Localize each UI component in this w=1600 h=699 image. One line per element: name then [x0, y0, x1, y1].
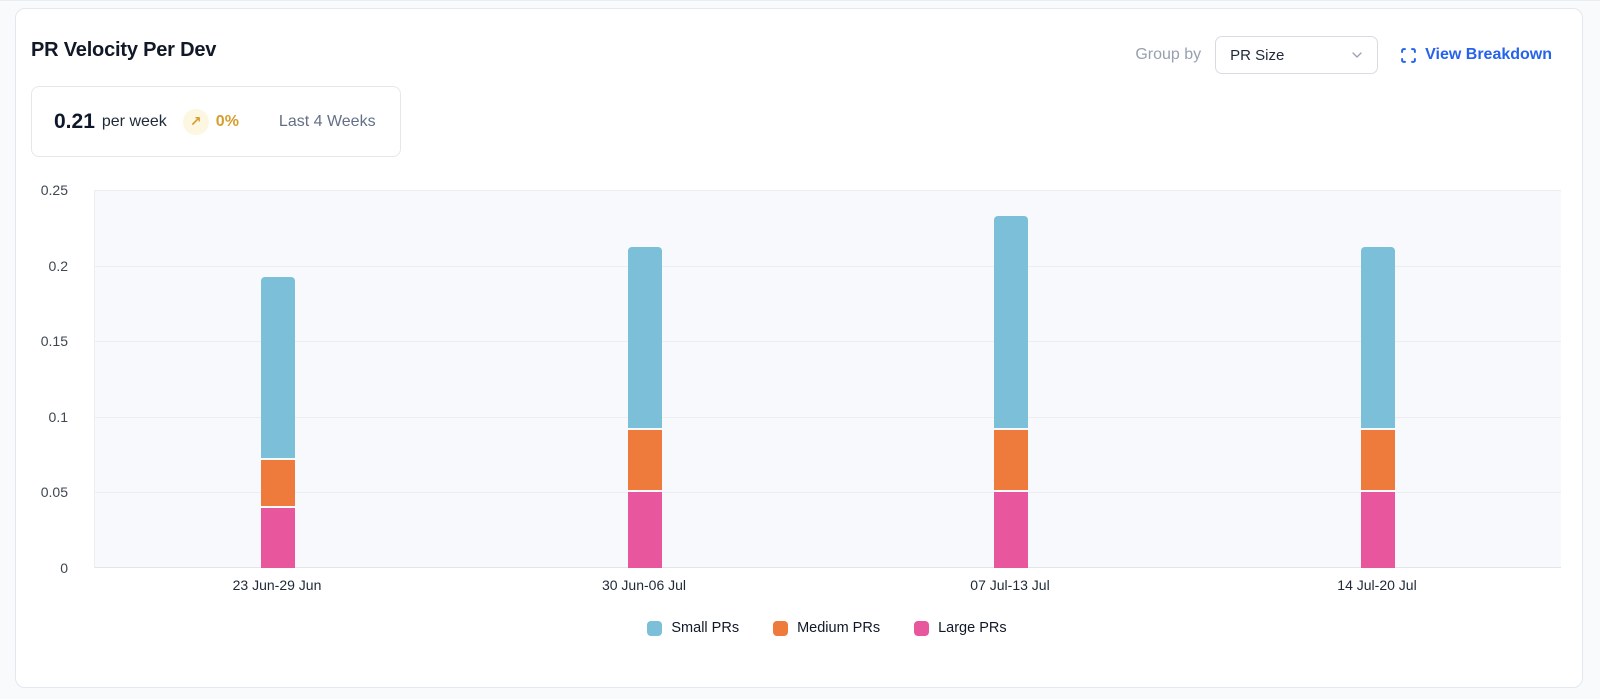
bar-segment-medium-prs[interactable]: [994, 429, 1028, 491]
y-axis: 0 0.05 0.1 0.15 0.2 0.25: [16, 182, 68, 576]
trend-up-arrow-icon: ↗: [182, 108, 209, 135]
stacked-bar[interactable]: [994, 190, 1028, 568]
bar-segment-medium-prs[interactable]: [1361, 429, 1395, 491]
gridline: [95, 341, 1561, 342]
gridline: [95, 190, 1561, 191]
view-breakdown-label: View Breakdown: [1425, 46, 1552, 63]
chart-legend: Small PRs Medium PRs Large PRs: [94, 617, 1560, 639]
legend-item-small-prs[interactable]: Small PRs: [647, 620, 739, 636]
bar-segment-medium-prs[interactable]: [261, 460, 295, 506]
bar-segment-large-prs[interactable]: [628, 492, 662, 568]
bar-segment-medium-prs[interactable]: [628, 429, 662, 491]
x-axis: 23 Jun-29 Jun 30 Jun-06 Jul 07 Jul-13 Jul 1…: [94, 577, 1560, 599]
summary-stat-card: 0.21 per week ↗ 0% Last 4 Weeks: [31, 86, 401, 157]
legend-item-large-prs[interactable]: Large PRs: [914, 620, 1007, 636]
y-tick-label: 0.05: [40, 484, 68, 500]
group-by-selected-value: PR Size: [1230, 46, 1285, 64]
gridline: [95, 417, 1561, 418]
chevron-down-icon: [1349, 47, 1365, 63]
bar-segment-large-prs[interactable]: [994, 492, 1028, 568]
y-tick-label: 0.2: [48, 258, 68, 274]
trend-badge: ↗ 0%: [182, 108, 239, 135]
y-tick-label: 0: [60, 560, 68, 576]
stacked-bar[interactable]: [261, 190, 295, 568]
group-by-label: Group by: [1135, 46, 1202, 63]
view-breakdown-button[interactable]: View Breakdown: [1400, 46, 1552, 64]
group-by-select[interactable]: PR Size: [1215, 36, 1379, 74]
x-tick-label: 14 Jul-20 Jul: [1337, 577, 1417, 593]
legend-label: Small PRs: [671, 620, 740, 636]
x-tick-label: 07 Jul-13 Jul: [970, 577, 1050, 593]
pr-velocity-card: PR Velocity Per Dev Group by PR Size Vie…: [15, 8, 1583, 688]
stacked-bar[interactable]: [1361, 190, 1395, 568]
gridline: [95, 567, 1561, 568]
gridline: [95, 492, 1561, 493]
legend-swatch-icon: [773, 620, 789, 636]
stat-period: Last 4 Weeks: [278, 112, 376, 130]
page-title: PR Velocity Per Dev: [31, 39, 217, 61]
bar-segment-large-prs[interactable]: [261, 507, 295, 568]
legend-item-medium-prs[interactable]: Medium PRs: [773, 620, 880, 636]
legend-label: Medium PRs: [797, 620, 881, 636]
bar-segment-small-prs[interactable]: [261, 276, 295, 459]
trend-percent: 0%: [215, 112, 239, 130]
stat-value: 0.21: [54, 109, 95, 133]
header-controls: Group by PR Size View Breakdown: [1135, 35, 1552, 75]
bar-segment-small-prs[interactable]: [994, 216, 1028, 428]
bar-segment-small-prs[interactable]: [628, 246, 662, 428]
legend-swatch-icon: [647, 620, 663, 636]
expand-icon: [1400, 47, 1417, 64]
legend-swatch-icon: [914, 620, 930, 636]
y-tick-label: 0.15: [40, 333, 68, 349]
y-tick-label: 0.1: [48, 409, 68, 425]
stat-unit: per week: [101, 112, 167, 130]
stacked-bar[interactable]: [628, 190, 662, 568]
plot-area: [94, 190, 1561, 568]
y-tick-label: 0.25: [40, 182, 68, 198]
bar-segment-small-prs[interactable]: [1361, 246, 1395, 428]
bar-segment-large-prs[interactable]: [1361, 492, 1395, 568]
x-tick-label: 30 Jun-06 Jul: [601, 577, 687, 593]
x-tick-label: 23 Jun-29 Jun: [232, 577, 322, 593]
legend-label: Large PRs: [938, 620, 1007, 636]
gridline: [95, 266, 1561, 267]
page-top-divider: [0, 0, 1600, 1]
